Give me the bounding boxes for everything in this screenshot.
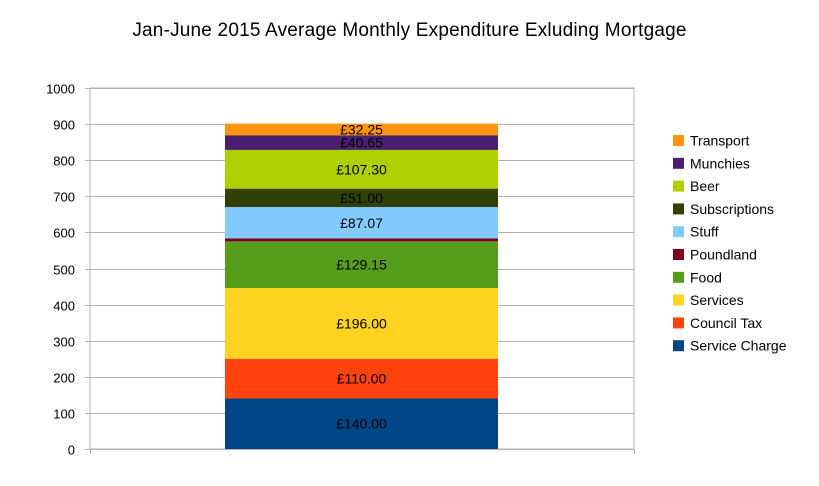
- data-label-food: £129.15: [336, 257, 387, 273]
- bar-segment-council-tax: [225, 358, 498, 399]
- legend-label-stuff: Stuff: [690, 224, 719, 240]
- data-label-munchies: £40.65: [340, 135, 383, 151]
- legend-swatch-food: [673, 271, 684, 283]
- legend-label-transport: Transport: [690, 133, 750, 149]
- y-axis: 0 100 200 300 400 500 600 700 800 900 1000: [46, 82, 635, 458]
- legend-label-munchies: Munchies: [690, 155, 750, 171]
- y-tick-label: 700: [53, 190, 75, 205]
- legend-swatch-munchies: [673, 157, 684, 169]
- data-label-subscriptions: £51.00: [340, 190, 383, 206]
- legend-swatch-stuff: [673, 226, 684, 238]
- y-tick-label: 300: [53, 335, 75, 350]
- bar-segment-transport: [225, 123, 498, 136]
- y-tick-label: 0: [68, 443, 75, 458]
- bar-segment-subscriptions: [225, 188, 498, 208]
- y-tick-label: 500: [53, 263, 75, 278]
- y-tick-label: 800: [53, 154, 75, 169]
- data-label-council-tax: £110.00: [337, 371, 387, 387]
- bar-segment-beer: [225, 149, 498, 189]
- legend-label-council-tax: Council Tax: [690, 315, 762, 331]
- legend-label-poundland: Poundland: [690, 247, 757, 263]
- bar-segment-food: [225, 241, 498, 288]
- bar-segment-stuff: [225, 207, 498, 239]
- legend-swatch-service-charge: [673, 340, 684, 352]
- legend: Transport Munchies Beer Subscriptions Stuff P…: [673, 133, 787, 354]
- legend-label-beer: Beer: [690, 178, 720, 194]
- legend-swatch-subscriptions: [673, 203, 684, 215]
- y-tick-label: 400: [53, 299, 75, 314]
- data-label-service-charge: £140.00: [336, 416, 387, 432]
- legend-swatch-poundland: [673, 249, 684, 260]
- y-tick-label: 1000: [46, 82, 75, 97]
- legend-label-subscriptions: Subscriptions: [690, 201, 774, 217]
- legend-label-food: Food: [690, 269, 722, 285]
- chart-title: Jan-June 2015 Average Monthly Expenditur…: [132, 20, 687, 41]
- bar-segment-munchies: [225, 135, 498, 150]
- legend-swatch-beer: [673, 180, 684, 192]
- stacked-bar: [225, 123, 498, 449]
- y-tick-label: 900: [53, 118, 75, 133]
- data-label-beer: £107.30: [336, 161, 387, 177]
- legend-swatch-transport: [673, 135, 684, 146]
- legend-label-services: Services: [690, 292, 744, 308]
- y-tick-label: 200: [53, 371, 75, 386]
- data-labels: £140.00 £110.00 £196.00 £129.15 £87.07 £51.00…: [336, 121, 387, 431]
- data-label-services: £196.00: [336, 315, 387, 331]
- data-label-transport: £32.25: [340, 121, 383, 137]
- bar-segment-services: [225, 287, 498, 359]
- legend-swatch-council-tax: [673, 317, 684, 329]
- y-tick-label: 100: [53, 407, 75, 422]
- legend-label-service-charge: Service Charge: [690, 338, 787, 354]
- bar-segment-poundland: [225, 238, 498, 242]
- bar-segment-service-charge: [225, 398, 498, 449]
- data-label-stuff: £87.07: [340, 215, 383, 231]
- legend-swatch-services: [673, 294, 684, 306]
- y-tick-label: 600: [53, 226, 75, 241]
